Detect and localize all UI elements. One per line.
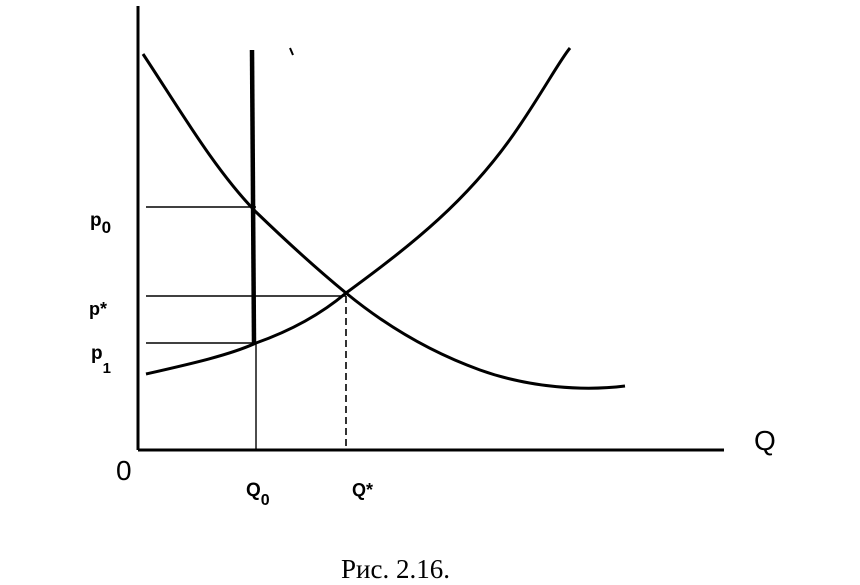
pstar-label: p* bbox=[89, 299, 107, 319]
curve-mark bbox=[289, 47, 294, 56]
figure-caption: Рис. 2.16. bbox=[341, 554, 450, 584]
origin-label: 0 bbox=[116, 455, 132, 486]
p1-label: p1 bbox=[91, 343, 111, 377]
quota-line bbox=[249, 49, 257, 344]
q0-label: Q0 bbox=[246, 480, 270, 509]
x-axis-label: Q bbox=[754, 425, 776, 456]
supply-curve bbox=[145, 47, 572, 376]
p0-label: p0 bbox=[90, 210, 111, 237]
demand-curve bbox=[141, 53, 626, 390]
qstar-label: Q* bbox=[352, 480, 373, 500]
